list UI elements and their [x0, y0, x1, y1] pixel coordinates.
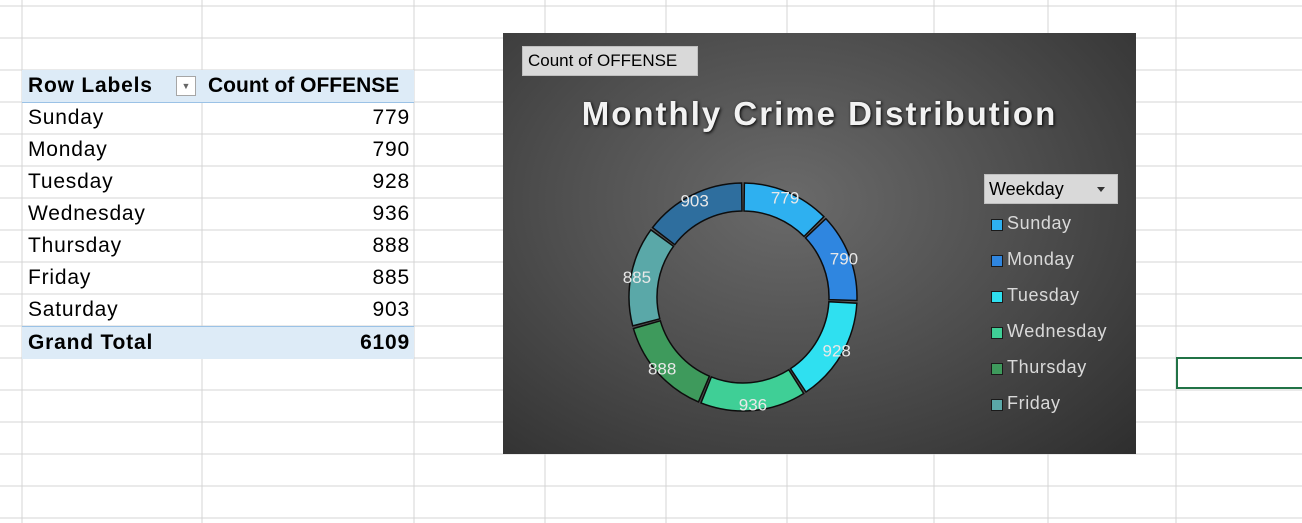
donut-data-label: 790	[830, 250, 858, 269]
count-header[interactable]: Count of OFFENSE	[208, 74, 400, 97]
pivot-row-label: Wednesday	[28, 202, 146, 225]
legend-label: Friday	[1007, 393, 1061, 413]
legend-filter-label: Weekday	[989, 179, 1064, 199]
donut-data-label: 936	[739, 396, 767, 415]
donut-slice-tuesday[interactable]	[789, 300, 858, 394]
donut-slice-wednesday[interactable]	[700, 368, 805, 412]
legend-filter-dropdown[interactable]: Weekday	[984, 174, 1118, 204]
pivot-row-value: 936	[372, 202, 410, 225]
pivot-row[interactable]: Wednesday 936	[22, 198, 414, 230]
legend-label: Tuesday	[1007, 285, 1080, 305]
chart-title: Monthly Crime Distribution	[581, 95, 1058, 132]
pivot-row-label: Sunday	[28, 106, 105, 129]
legend-label: Wednesday	[1007, 321, 1108, 341]
grand-total-row[interactable]: Grand Total 6109	[22, 326, 414, 359]
legend-label: Sunday	[1007, 213, 1072, 233]
grand-total-value: 6109	[360, 331, 410, 354]
row-labels-filter-button[interactable]: ▼	[176, 76, 196, 96]
donut-data-label: 885	[623, 268, 651, 287]
donut-slice-sunday[interactable]	[743, 182, 825, 238]
legend-swatch	[991, 291, 1003, 303]
pivot-row-value: 928	[372, 170, 410, 193]
legend-swatch	[991, 255, 1003, 267]
pivot-row-value: 903	[372, 298, 410, 321]
chart-field-button[interactable]: Count of OFFENSE	[522, 46, 698, 76]
donut-data-label: 928	[823, 342, 851, 361]
pivot-row-value: 790	[372, 138, 410, 161]
row-labels-header[interactable]: Row Labels	[28, 74, 153, 97]
pivot-row-label: Friday	[28, 266, 92, 289]
pivot-row-label: Saturday	[28, 298, 119, 321]
pivot-header-row: Row Labels ▼ Count of OFFENSE	[22, 70, 414, 103]
donut-data-label: 888	[648, 360, 676, 379]
legend-label: Monday	[1007, 249, 1075, 269]
donut-data-label: 903	[680, 191, 708, 210]
doughnut-chart[interactable]: Count of OFFENSE Monthly Crime Distribut…	[503, 33, 1136, 454]
legend-swatch	[991, 399, 1003, 411]
donut-slice-friday[interactable]	[628, 228, 675, 327]
selected-cell[interactable]	[1176, 357, 1302, 389]
grand-total-label: Grand Total	[28, 331, 154, 354]
pivot-row[interactable]: Monday 790	[22, 134, 414, 166]
pivot-row[interactable]: Sunday 779	[22, 102, 414, 134]
chevron-down-icon	[1097, 187, 1105, 192]
legend-swatch	[991, 219, 1003, 231]
legend-label: Thursday	[1007, 357, 1087, 377]
donut-slice-saturday[interactable]	[651, 182, 743, 246]
pivot-row[interactable]: Friday 885	[22, 262, 414, 294]
pivot-row-value: 885	[372, 266, 410, 289]
pivot-row-value: 888	[372, 234, 410, 257]
pivot-row[interactable]: Thursday 888	[22, 230, 414, 262]
legend-swatch	[991, 327, 1003, 339]
legend-swatch	[991, 363, 1003, 375]
pivot-row-label: Thursday	[28, 234, 122, 257]
pivot-row[interactable]: Saturday 903	[22, 294, 414, 326]
pivot-row-value: 779	[372, 106, 410, 129]
pivot-row-label: Monday	[28, 138, 108, 161]
pivot-row-label: Tuesday	[28, 170, 114, 193]
doughnut-plot: 779 790 928 936 888 885 903	[623, 182, 858, 415]
donut-data-label: 779	[771, 189, 799, 208]
pivot-row[interactable]: Tuesday 928	[22, 166, 414, 198]
donut-slice-monday[interactable]	[804, 217, 858, 302]
donut-slice-thursday[interactable]	[632, 319, 711, 403]
